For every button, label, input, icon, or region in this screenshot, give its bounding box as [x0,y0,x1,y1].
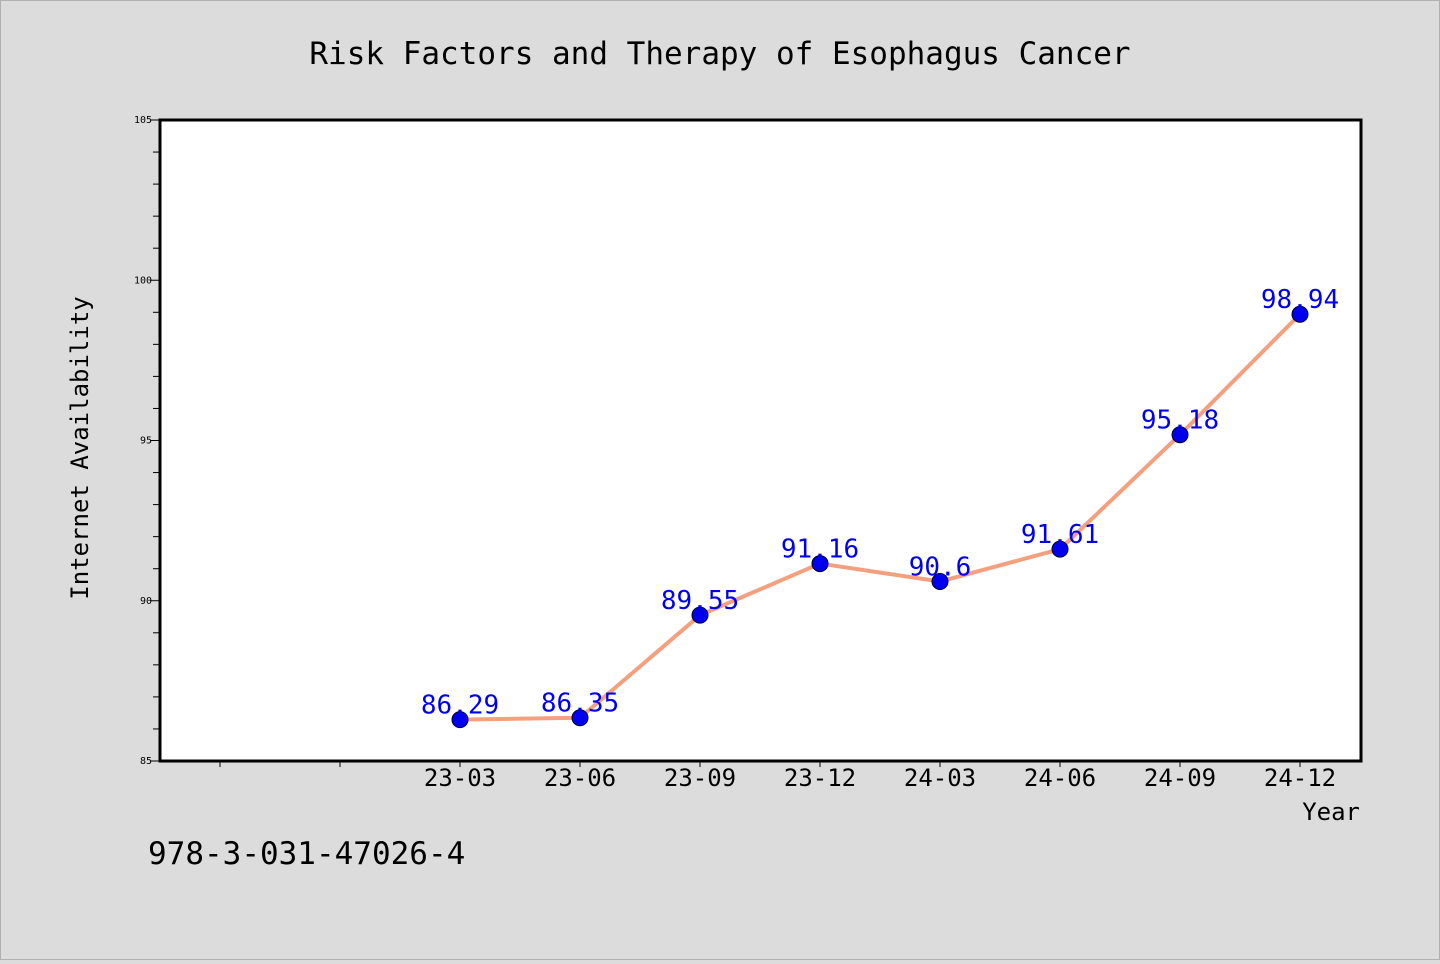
data-point [1291,305,1309,323]
data-label: 86.35 [541,689,619,719]
data-label: 90.6 [909,553,972,583]
data-point [1051,540,1069,558]
y-tick-label: 85 [140,756,152,767]
x-axis-label: Year [1302,798,1360,826]
data-point [691,606,709,624]
chart-title: Risk Factors and Therapy of Esophagus Ca… [309,36,1130,72]
isbn-text: 978-3-031-47026-4 [148,836,465,872]
x-tick-label: 24-03 [904,764,976,792]
x-tick-label: 23-12 [784,764,856,792]
y-tick-label: 100 [134,275,152,286]
data-labels: 86.29 86.35 89.55 91.16 90.6 91.61 95.18 98.94 [421,285,1339,720]
series-polyline [458,312,1302,722]
y-tick-label: 105 [134,115,152,126]
data-label: 89.55 [661,586,739,616]
x-axis: 23-03 23-06 23-09 23-12 24-03 24-06 24-09 24-12 [219,761,1336,792]
x-tick-label: 24-12 [1264,764,1336,792]
plot-frame [158,118,1363,763]
data-label: 95.18 [1141,406,1219,436]
data-label: 91.61 [1021,520,1099,550]
data-label: 98.94 [1261,285,1339,315]
data-point [811,555,829,573]
data-point [451,711,469,729]
x-tick-label: 23-06 [544,764,616,792]
x-tick-label: 23-09 [664,764,736,792]
plot-area [160,120,1361,761]
series-line [451,305,1309,729]
y-tick-label: 90 [140,596,152,607]
y-axis-label: Internet Availability [66,296,94,599]
x-tick-label: 24-06 [1024,764,1096,792]
data-label: 91.16 [781,535,859,565]
x-tick-label: 24-09 [1144,764,1216,792]
x-tick-label: 23-03 [424,764,496,792]
data-point [931,573,949,591]
data-label: 86.29 [421,691,499,721]
data-point [571,709,589,727]
data-point [1171,426,1189,444]
y-tick-label: 95 [140,436,152,447]
